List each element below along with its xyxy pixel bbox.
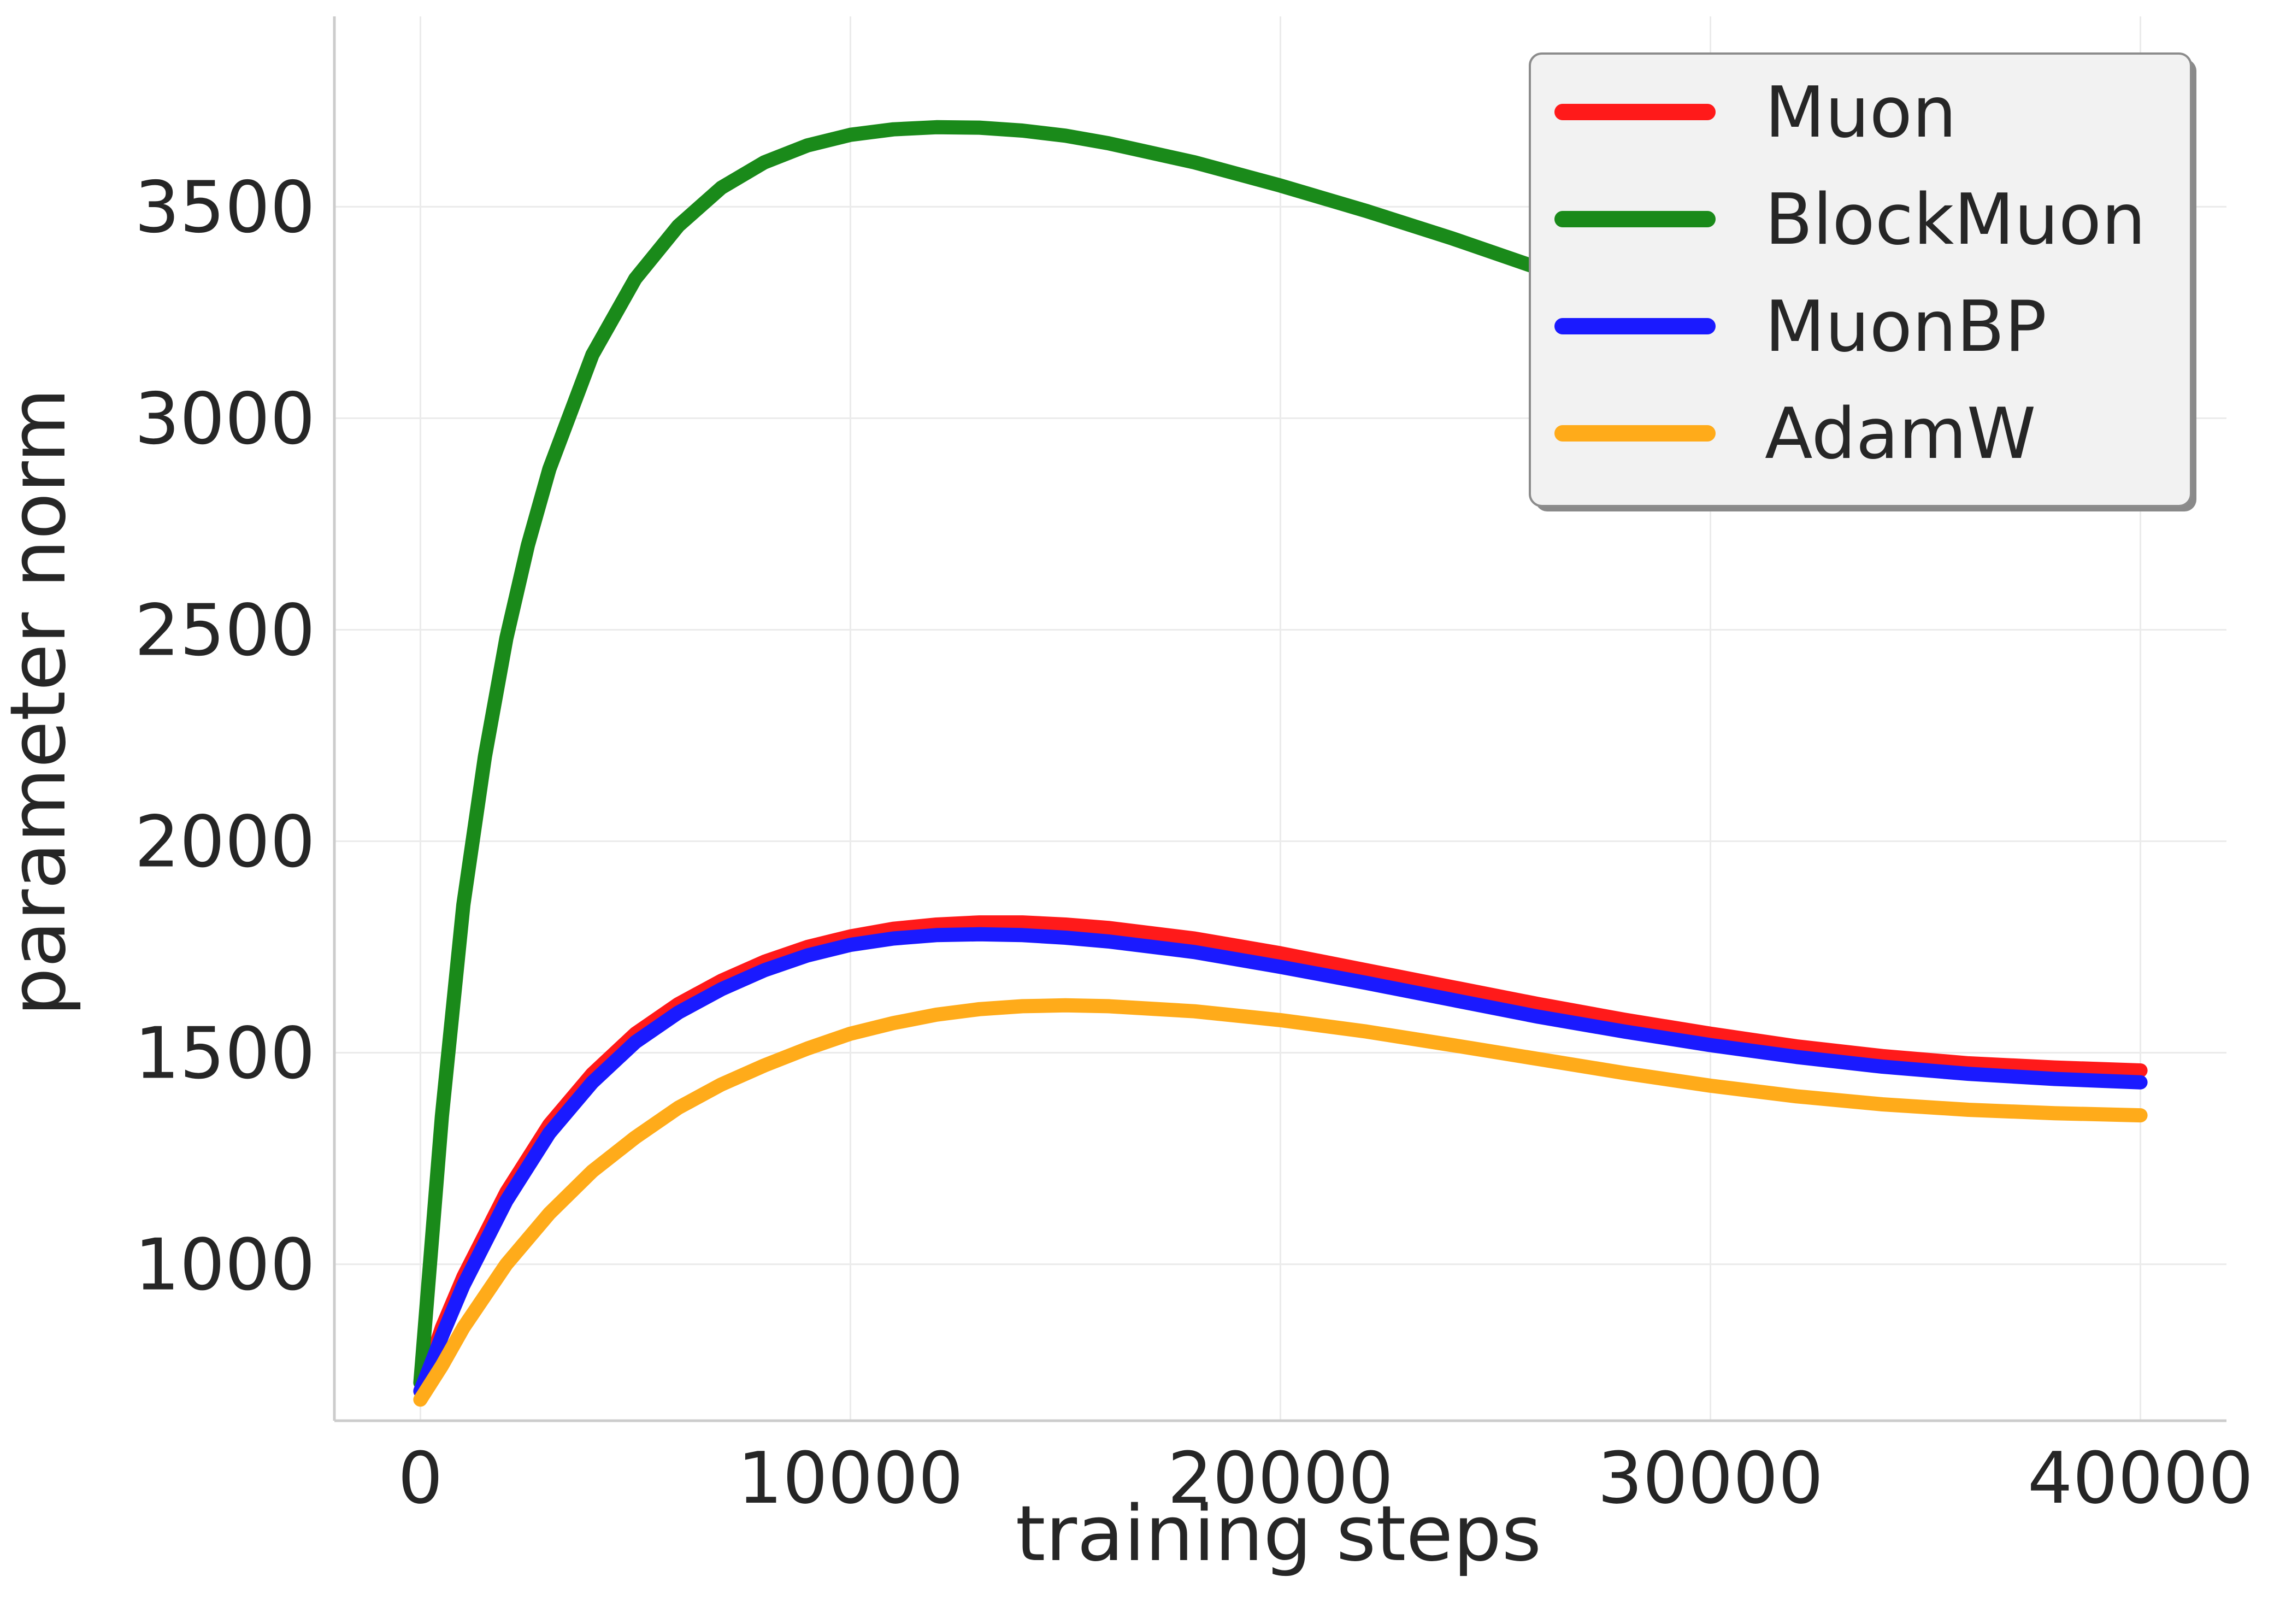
y-tick-label: 1500 — [134, 1012, 315, 1095]
y-tick-labels: 1000 1500 2000 2500 3000 3500 — [134, 166, 315, 1306]
y-axis-label: parameter norm — [0, 388, 83, 1016]
x-tick-labels: 0 10000 20000 30000 40000 — [398, 1437, 2253, 1520]
legend-label-muonbp: MuonBP — [1765, 286, 2047, 368]
y-tick-label: 3500 — [134, 166, 315, 249]
axis-spines — [333, 16, 2226, 1422]
y-tick-label: 2500 — [134, 589, 315, 672]
x-tick-label: 10000 — [738, 1437, 964, 1520]
legend-label-blockmuon: BlockMuon — [1765, 179, 2146, 261]
x-tick-label: 40000 — [2028, 1437, 2254, 1520]
y-tick-label: 2000 — [134, 800, 315, 883]
y-tick-label: 3000 — [134, 377, 315, 460]
legend-label-adamw: AdamW — [1765, 393, 2036, 475]
x-tick-label: 20000 — [1168, 1437, 1394, 1520]
x-tick-label: 30000 — [1598, 1437, 1824, 1520]
x-axis-label: training steps — [1016, 1490, 1542, 1579]
series-line-adamw — [413, 998, 2148, 1407]
legend-label-muon: Muon — [1765, 72, 1957, 154]
x-tick-label: 0 — [398, 1437, 443, 1520]
legend-box — [1529, 52, 2192, 507]
series-line-muonbp — [413, 927, 2148, 1398]
legend: Muon BlockMuon MuonBP AdamW — [1529, 52, 2196, 511]
y-tick-label: 1000 — [134, 1223, 315, 1307]
